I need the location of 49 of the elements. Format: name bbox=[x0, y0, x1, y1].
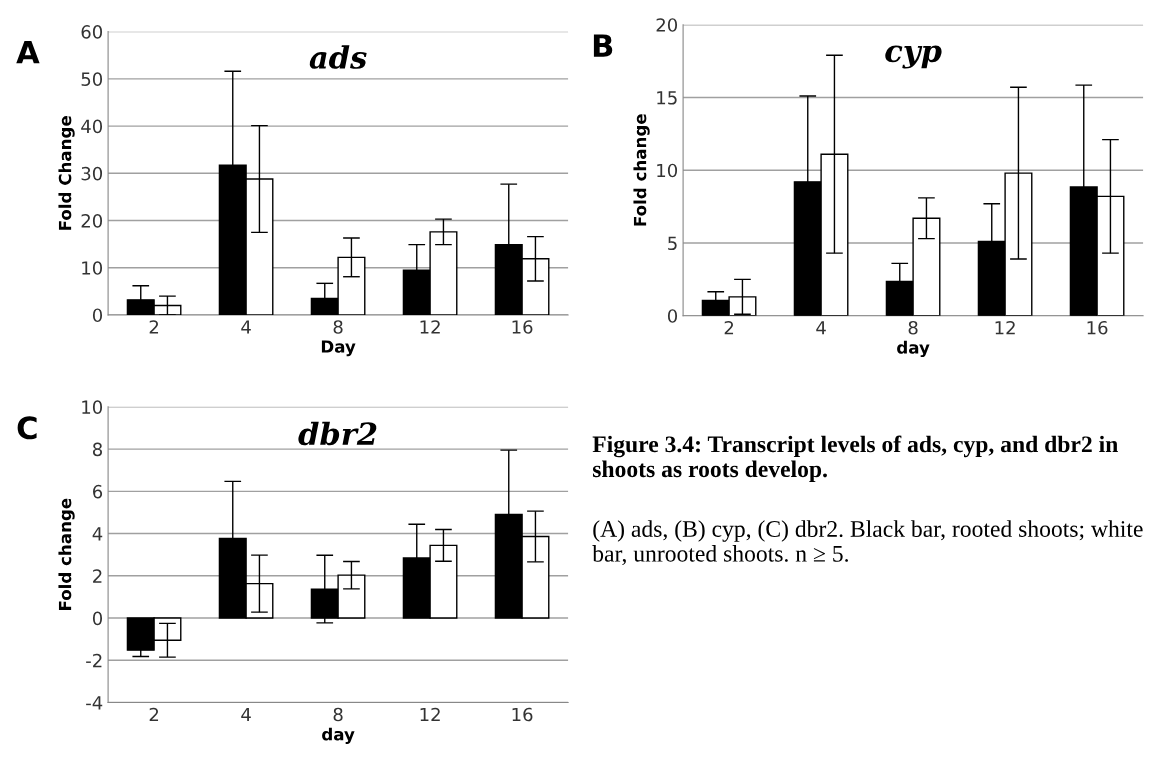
x-tick-label: 4 bbox=[241, 707, 251, 722]
y-axis-title: Fold change bbox=[633, 114, 650, 226]
y-tick-label: 60 bbox=[81, 25, 103, 39]
text: C bbox=[17, 416, 37, 440]
y-tick-label: 0 bbox=[667, 309, 678, 323]
y-tick-label: -4 bbox=[86, 696, 103, 710]
y-tick-label: 0 bbox=[92, 611, 103, 626]
x-tick-label: 12 bbox=[420, 320, 440, 334]
chart-title: ads bbox=[309, 45, 367, 69]
y-tick-label: 6 bbox=[93, 484, 103, 499]
chart-title: dbr2 bbox=[298, 421, 377, 446]
y-tick-label: 10 bbox=[82, 400, 103, 414]
y-tick-label: 8 bbox=[92, 442, 102, 457]
x-tick-label: 2 bbox=[724, 320, 734, 335]
y-tick-label: 10 bbox=[657, 163, 678, 178]
caption: Figure 3.4: Transcript levels of ads, cyp, and dbr2 in shoots as roots develop. bbox=[592, 435, 1118, 482]
x-axis-title: day bbox=[897, 340, 930, 358]
text: cyp bbox=[885, 45, 942, 69]
x-tick-label: 8 bbox=[333, 707, 343, 722]
x-tick-label: 8 bbox=[333, 320, 343, 334]
x-axis-title: Day bbox=[321, 340, 356, 357]
x-tick-label: 8 bbox=[908, 320, 918, 335]
text: A bbox=[16, 41, 40, 64]
y-tick-label: 20 bbox=[81, 213, 103, 228]
x-tick-label: 16 bbox=[1087, 320, 1108, 335]
y-tick-label: 15 bbox=[657, 91, 677, 105]
y-tick-label: 30 bbox=[81, 166, 103, 181]
y-tick-label: 5 bbox=[668, 236, 677, 251]
y-tick-label: 50 bbox=[81, 72, 103, 86]
x-axis-title: day bbox=[322, 727, 355, 744]
x-tick-label: 16 bbox=[512, 320, 533, 334]
text: (A) ads, (B) cyp, (C) dbr2. Black bar, rooted shoots; white bar, unrooted shoots. n ≥ 5. bbox=[592, 520, 1143, 566]
x-tick-label: 4 bbox=[816, 321, 826, 335]
x-tick-label: 12 bbox=[420, 707, 440, 722]
y-tick-label: 2 bbox=[93, 569, 102, 583]
x-tick-label: 16 bbox=[512, 707, 533, 722]
text: B bbox=[593, 34, 613, 57]
y-axis-title: Fold change bbox=[58, 498, 75, 610]
y-axis-title: Fold Change bbox=[58, 116, 75, 230]
y-tick-label: 10 bbox=[82, 261, 103, 275]
x-tick-label: 2 bbox=[149, 320, 159, 334]
x-tick-label: 4 bbox=[241, 320, 251, 334]
y-tick-label: 4 bbox=[92, 527, 103, 541]
y-tick-label: 40 bbox=[81, 119, 103, 134]
y-tick-label: -2 bbox=[86, 653, 102, 668]
x-tick-label: 12 bbox=[995, 320, 1015, 335]
y-tick-label: 0 bbox=[92, 308, 103, 323]
x-tick-label: 2 bbox=[149, 707, 159, 722]
y-tick-label: 20 bbox=[656, 18, 678, 32]
